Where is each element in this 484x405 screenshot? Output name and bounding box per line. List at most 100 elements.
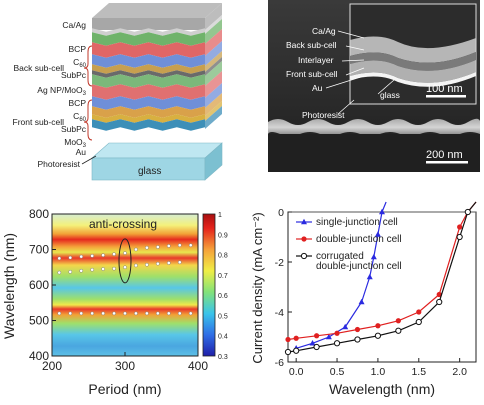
heatmap-dot — [134, 263, 138, 268]
stack-layer-bcp-front — [92, 74, 205, 88]
sem-inset-au — [350, 72, 476, 87]
legend-label: double-junction cell — [316, 234, 402, 245]
colorbar-tick-label: 1 — [218, 212, 222, 219]
sem-label-au: Au — [312, 83, 323, 93]
heatmap-dot — [90, 311, 94, 316]
sem-label-back: Back sub-cell — [286, 40, 337, 50]
heatmap-dot — [79, 311, 83, 316]
heatmap-x-axis-label: Period (nm) — [88, 381, 161, 397]
heatmap-dot — [134, 311, 138, 316]
heatmap-dot — [188, 311, 193, 316]
sem-label-interlayer: Interlayer — [298, 55, 334, 65]
heatmap-dot — [57, 270, 62, 275]
jv-y-tick-label: -4 — [275, 307, 284, 319]
jv-point — [436, 291, 442, 298]
colorbar-tick-label: 0.3 — [218, 354, 228, 361]
heatmap-dot — [177, 243, 182, 248]
sem-label-glass: glass — [380, 90, 400, 100]
jv-point — [395, 327, 402, 334]
jv-point — [333, 340, 341, 347]
jv-legend: single-junction cell double-junction cell… — [296, 217, 402, 272]
stack-layer-side-ca-ag-shade — [205, 15, 222, 34]
sem-inset-scalebar — [426, 95, 466, 98]
heatmap-x-tick-label: 400 — [188, 359, 208, 373]
jv-y-tick-label: -2 — [275, 257, 284, 269]
heatmap-dot — [68, 311, 73, 316]
jv-point — [358, 298, 365, 305]
heatmap-dot — [90, 254, 94, 258]
legend-label: corrugated — [316, 251, 364, 262]
jv-y-ticks: -6 -4 -2 0 — [275, 207, 292, 369]
anti-crossing-ellipse — [118, 238, 132, 284]
jv-point — [293, 347, 300, 354]
jv-point — [284, 348, 292, 356]
stack-layer-side-bcp-front — [205, 61, 222, 86]
sem-main-scalebar — [426, 161, 468, 164]
stack-layer-side-photoresist — [205, 106, 222, 129]
jv-point — [416, 309, 422, 315]
heatmap-dot — [156, 261, 160, 266]
label-photoresist: Photoresist — [37, 159, 80, 169]
stack-layer-bcp-back — [92, 32, 205, 46]
heatmap-x-ticks: 200 300 400 — [42, 352, 208, 373]
legend-marker — [301, 218, 307, 225]
jv-point — [375, 323, 381, 329]
sem-label-ca-ag: Ca/Ag — [312, 26, 336, 36]
heatmap-dot — [166, 244, 171, 248]
stack-layer-c60-back — [92, 42, 205, 58]
sem-leader-lines — [325, 30, 395, 115]
label-subpc-front: SubPc — [61, 124, 87, 134]
heatmap-dot — [145, 245, 149, 250]
jv-point — [436, 298, 443, 306]
jv-series-line — [287, 201, 477, 353]
heatmap-dot — [177, 311, 182, 316]
heatmap-dot — [57, 311, 62, 316]
stack-layer-au — [92, 114, 205, 123]
group-braces — [83, 45, 93, 141]
heatmap-dot — [166, 311, 171, 316]
jv-point — [456, 233, 463, 241]
stack-layer-ca-ag-shade — [92, 28, 205, 36]
jv-x-tick-label: 1.5 — [411, 366, 426, 378]
stack-layer-side-au — [205, 101, 222, 121]
stack-layer-ag-np — [92, 64, 205, 74]
label-au: Au — [76, 147, 87, 157]
sem-inset-film-bottom — [350, 60, 476, 83]
label-subpc-back: SubPc — [61, 70, 87, 80]
sem-main-film — [268, 118, 480, 136]
label-bcp-front: BCP — [69, 98, 87, 108]
jv-x-tick-label: 2.0 — [452, 366, 467, 378]
leader-photoresist — [337, 99, 355, 115]
jv-x-ticks: 0.0 0.5 1.0 1.5 2.0 — [289, 358, 467, 378]
stack-layer-moo3-inter — [92, 70, 205, 78]
sem-photoresist-region — [268, 134, 480, 172]
jv-point — [285, 336, 291, 343]
jv-point — [374, 231, 381, 237]
colorbar-tick-label: 0.7 — [218, 273, 228, 280]
sem-image-panel: Ca/Ag Back sub-cell Interlayer Front sub… — [268, 0, 480, 172]
heatmap-dot — [68, 270, 73, 274]
photoresist-arrow — [81, 155, 97, 165]
stack-layer-side-moo3 — [205, 93, 222, 116]
leader-ca-ag — [337, 30, 365, 39]
jv-point — [370, 253, 377, 260]
heatmap-plot-area — [51, 213, 199, 357]
sem-label-front: Front sub-cell — [286, 69, 338, 79]
heatmap-dot — [90, 267, 94, 272]
jv-point — [342, 323, 349, 330]
jv-series-line — [296, 201, 387, 349]
stack-layer-c60-front — [92, 84, 205, 100]
jv-x-tick-label: 0.5 — [330, 366, 345, 378]
stack-layer-side-c60-front — [205, 71, 222, 98]
colorbar-tick-label: 0.9 — [218, 232, 228, 239]
stack-layer-moo3 — [92, 106, 205, 118]
sem-inset-film-top — [350, 36, 476, 63]
stack-layer-side-bcp-back — [205, 19, 222, 44]
colorbar — [202, 213, 216, 357]
heatmap-dot — [101, 253, 105, 257]
stack-layer-subpc-back — [92, 54, 205, 68]
heatmap-dot — [112, 266, 116, 271]
sem-main-scalebar-label: 200 nm — [426, 149, 463, 161]
sem-inset-scalebar-label: 100 nm — [426, 83, 463, 95]
colorbar-tick-label: 0.8 — [218, 253, 228, 260]
